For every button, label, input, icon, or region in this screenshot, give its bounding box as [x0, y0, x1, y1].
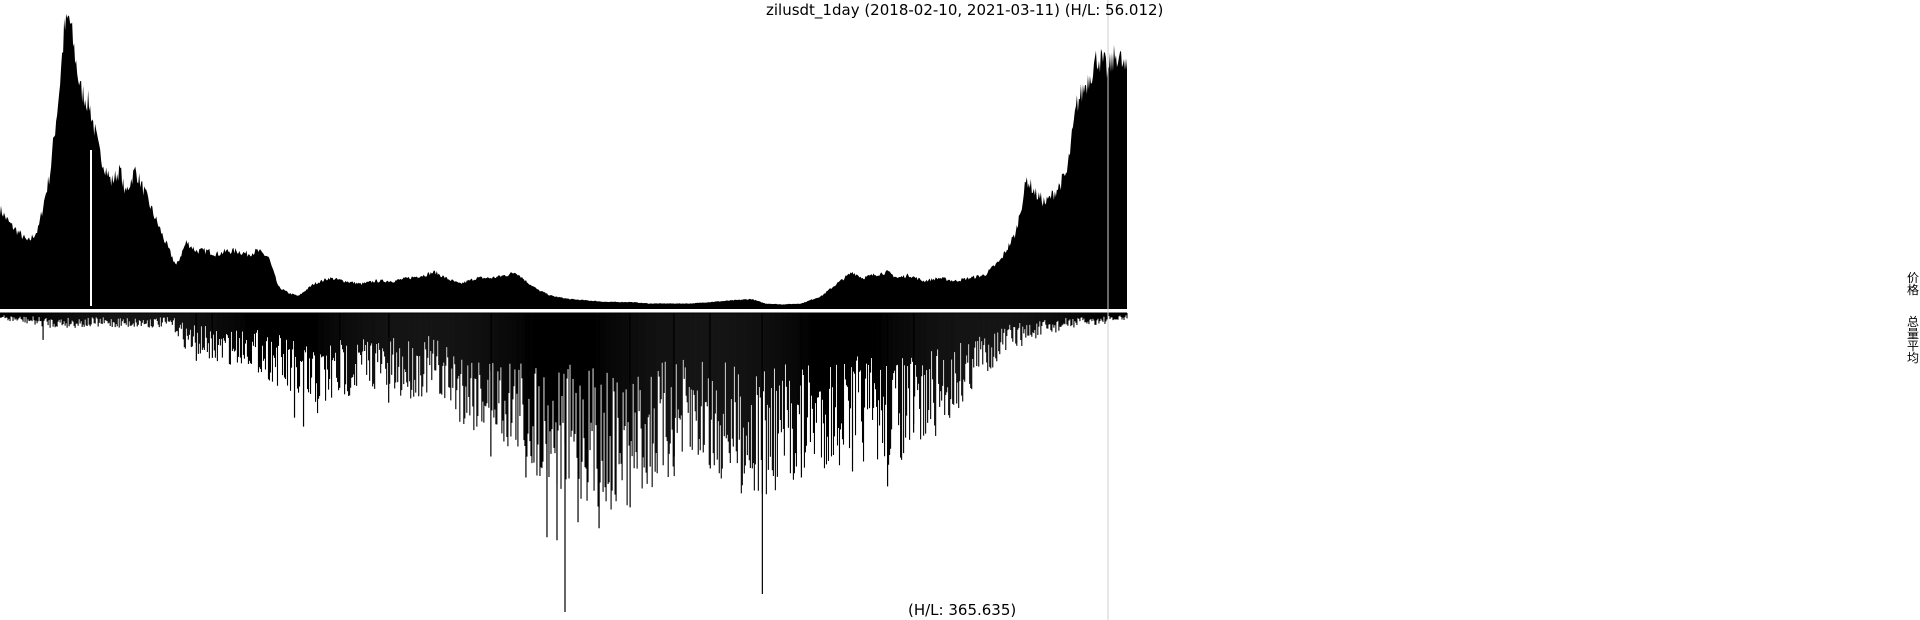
volume-high-low-label: (H/L: 365.635) [908, 601, 1017, 619]
chart-title: zilusdt_1day (2018-02-10, 2021-03-11) (H… [766, 1, 1164, 19]
volume-series-layer [0, 313, 1128, 612]
legend-price-label: 价格 [1906, 271, 1919, 297]
price-series-layer [0, 13, 1127, 308]
price-area [0, 13, 1127, 308]
legend-volume-label: 总量平均 [1906, 315, 1919, 365]
